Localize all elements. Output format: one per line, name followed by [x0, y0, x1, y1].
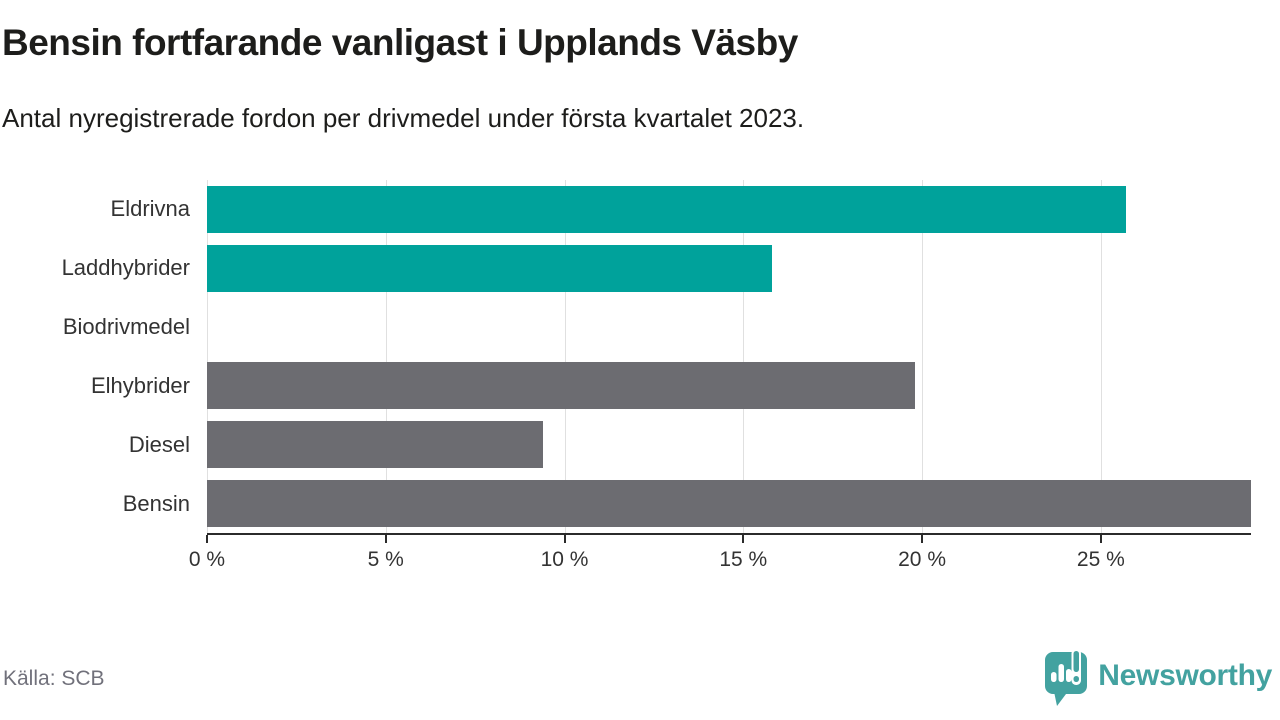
bar-elhybrider [207, 362, 915, 410]
brand-logo: Newsworthy [1043, 650, 1272, 710]
newsworthy-icon [1045, 650, 1088, 706]
axis-tick [921, 535, 924, 543]
axis-tick-label: 15 % [719, 548, 768, 571]
bar-eldrivna [207, 185, 1126, 233]
category-label: Laddhybrider [61, 255, 190, 281]
axis-tick-label: 25 % [1076, 548, 1125, 571]
gridline [207, 180, 208, 533]
x-axis-line [207, 533, 1251, 535]
page-subtitle: Antal nyregistrerade fordon per drivmede… [2, 103, 805, 133]
gridline [1100, 180, 1102, 533]
category-label: Elhybrider [90, 372, 190, 398]
category-label: Diesel [128, 431, 190, 457]
axis-tick-label: 10 % [540, 548, 589, 571]
category-labels: Eldrivna Laddhybrider Biodrivmedel Elhybrid… [0, 180, 190, 533]
axis-tick [206, 535, 208, 543]
bar-bensin [207, 480, 1251, 528]
category-label: Eldrivna [110, 196, 190, 222]
gridline [385, 180, 387, 533]
bar-laddhybrider [207, 244, 772, 292]
axis-tick-label: 5 % [367, 548, 404, 571]
axis-tick-label: 20 % [898, 548, 946, 571]
axis-tick [1099, 535, 1102, 543]
bar-chart: Eldrivna Laddhybrider Biodrivmedel Elhybrid… [0, 180, 1260, 600]
source-note: Källa: SCB [3, 667, 105, 690]
axis-tick [563, 535, 566, 543]
gridline [564, 180, 566, 533]
category-label: Biodrivmedel [62, 314, 190, 340]
bar-diesel [207, 421, 544, 469]
plot-area [207, 180, 1251, 533]
category-label: Bensin [122, 490, 190, 516]
axis-tick [742, 535, 745, 543]
gridline [922, 180, 924, 533]
brand-wordmark: Newsworthy [1098, 659, 1272, 692]
axis-tick [384, 535, 387, 543]
axis-tick-label: 0 % [188, 548, 226, 571]
gridline [743, 180, 745, 533]
page-title: Bensin fortfarande vanligast i Upplands … [2, 22, 798, 63]
